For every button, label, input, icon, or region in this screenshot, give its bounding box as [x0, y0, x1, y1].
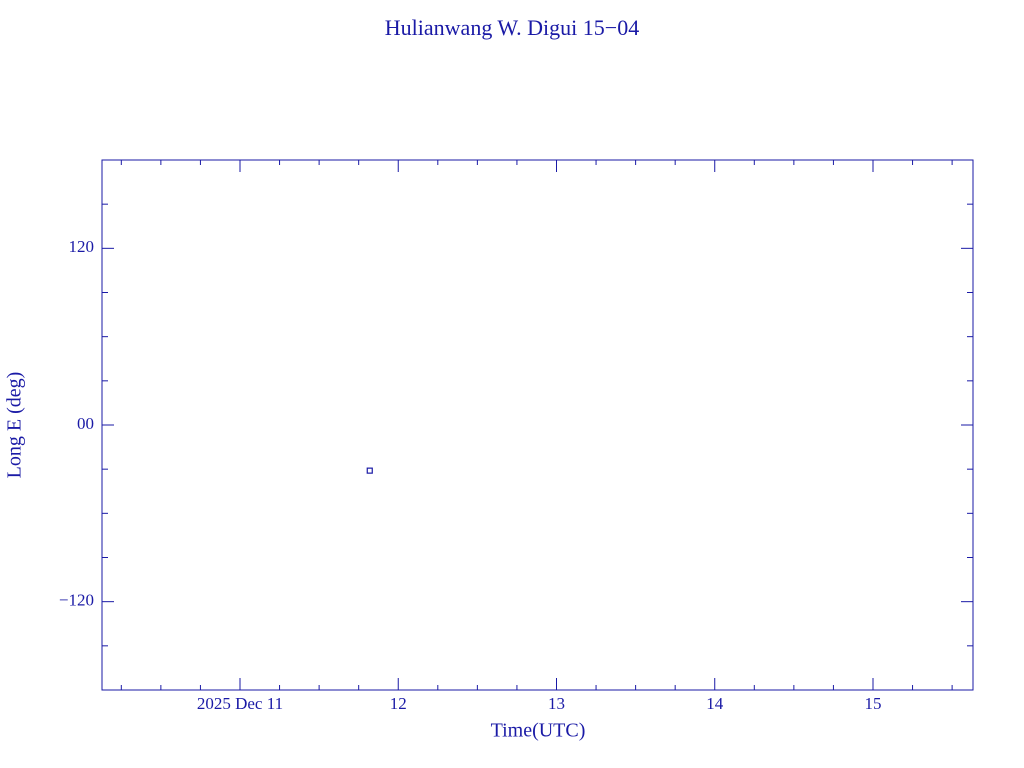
x-axis-label: Time(UTC)	[491, 720, 586, 742]
y-tick-label: −120	[59, 591, 94, 610]
x-tick-label: 14	[706, 694, 724, 713]
y-tick-label: 120	[69, 237, 95, 256]
y-axis-label: Long E (deg)	[4, 372, 26, 479]
x-tick-label: 13	[548, 694, 565, 713]
x-tick-label: 2025 Dec 11	[197, 694, 283, 713]
x-tick-label: 15	[864, 694, 881, 713]
x-tick-label: 12	[390, 694, 407, 713]
data-point	[366, 467, 373, 474]
chart-title: Hulianwang W. Digui 15−04	[385, 15, 639, 40]
y-tick-label: 00	[77, 414, 94, 433]
plot-frame	[101, 159, 974, 691]
